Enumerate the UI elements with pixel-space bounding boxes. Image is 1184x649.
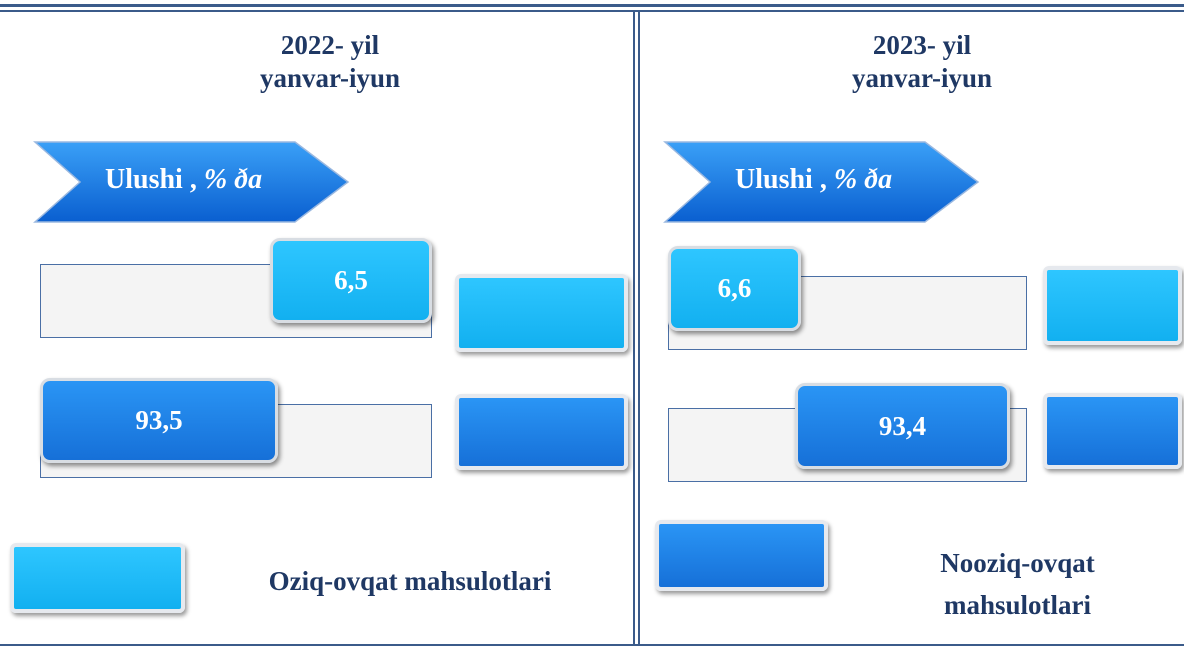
title-line: yanvar-iyun <box>851 63 993 93</box>
swatch <box>1043 266 1182 345</box>
tag-label: Ulushi , % ða <box>105 164 262 196</box>
title-line: 2022- yil <box>280 30 380 60</box>
value-box: 6,5 <box>270 238 432 323</box>
swatch <box>1043 393 1182 469</box>
swatch <box>455 394 628 470</box>
legend-label: Oziq-ovqat mahsulotlari <box>268 566 552 596</box>
tag-arrow <box>33 141 350 223</box>
tag-unit: % ða <box>833 164 893 195</box>
legend-label: Nooziq-ovqat mahsulotlari <box>940 548 1095 620</box>
bottom-line <box>0 644 1184 646</box>
swatch <box>455 274 628 352</box>
value-box: 93,5 <box>40 378 278 463</box>
legend-swatch <box>10 543 185 613</box>
legend-swatch <box>655 520 828 591</box>
tag-main: Ulushi , <box>735 164 827 195</box>
top-line <box>0 4 1184 7</box>
title-line: 2023- yil <box>872 30 972 60</box>
tag-main: Ulushi , <box>105 164 197 195</box>
divider <box>638 12 640 645</box>
tag-arrow <box>663 141 980 223</box>
tag-unit: % ða <box>203 164 263 195</box>
title-line: yanvar-iyun <box>259 63 401 93</box>
divider <box>633 12 635 645</box>
value-box: 6,6 <box>668 246 801 331</box>
value-box: 93,4 <box>795 383 1010 469</box>
top-line <box>0 10 1184 12</box>
tag-label: Ulushi , % ða <box>735 164 892 196</box>
